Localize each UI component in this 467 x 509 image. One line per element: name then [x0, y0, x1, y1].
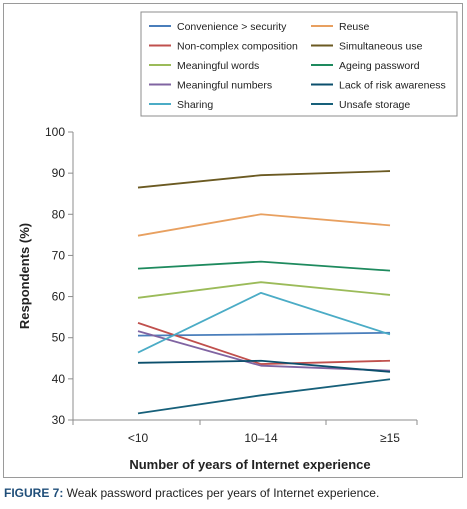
legend-label: Sharing	[177, 99, 213, 111]
legend-entry-simultaneous-use: Simultaneous use	[311, 41, 423, 53]
legend-box	[140, 11, 458, 117]
chart-frame: Convenience > security Reuse Non-complex c…	[3, 3, 463, 478]
legend-entry-meaningful-numbers: Meaningful numbers	[149, 80, 272, 92]
x-tick-label: <10	[128, 431, 149, 445]
y-tick-label: 40	[52, 372, 66, 386]
legend-entry-ageing-password: Ageing password	[311, 60, 420, 72]
x-tick-label: 10–14	[244, 431, 278, 445]
series-line-meaningful-words	[137, 281, 391, 299]
y-tick-label: 100	[45, 125, 65, 139]
plot-area	[137, 170, 391, 415]
series-line-convenience-security	[137, 331, 391, 337]
y-tick-label: 60	[52, 290, 66, 304]
legend-label: Simultaneous use	[339, 41, 423, 53]
legend-entry-lack-of-risk-awareness: Lack of risk awareness	[311, 80, 446, 92]
legend-entry-sharing: Sharing	[149, 99, 213, 111]
legend: Convenience > security Reuse Non-complex c…	[140, 11, 458, 117]
legend-label: Reuse	[339, 21, 370, 33]
legend-label: Lack of risk awareness	[339, 80, 446, 92]
legend-label: Ageing password	[339, 60, 420, 72]
legend-label: Convenience > security	[177, 21, 287, 33]
series-line-sharing	[137, 291, 391, 354]
figure-caption: FIGURE 7: Weak password practices per ye…	[4, 486, 379, 500]
legend-entry-convenience-security: Convenience > security	[149, 21, 287, 33]
y-tick-label: 30	[52, 413, 66, 427]
legend-entry-unsafe-storage: Unsafe storage	[311, 99, 410, 111]
series-line-lack-of-risk-awareness	[137, 359, 391, 373]
y-tick-label: 80	[52, 207, 66, 221]
legend-label: Unsafe storage	[339, 99, 410, 111]
y-tick-label: 70	[52, 248, 66, 262]
series-line-non-complex-composition	[137, 322, 391, 365]
y-tick-label: 50	[52, 331, 66, 345]
legend-entry-meaningful-words: Meaningful words	[149, 60, 259, 72]
legend-label: Non-complex composition	[177, 41, 298, 53]
caption-label: FIGURE 7:	[4, 486, 64, 500]
y-tick-label: 90	[52, 166, 66, 180]
axes: 30 40 50 60 70 80 90 100 <10 10–14 ≥15 Number of ye…	[17, 125, 418, 472]
caption-text: Weak password practices per years of Int…	[63, 486, 380, 500]
series-line-reuse	[137, 213, 391, 237]
x-axis-title: Number of years of Internet experience	[129, 457, 370, 472]
legend-label: Meaningful numbers	[177, 80, 272, 92]
legend-entry-non-complex-composition: Non-complex composition	[149, 41, 298, 53]
x-tick-label: ≥15	[380, 431, 400, 445]
series-line-ageing-password	[137, 260, 391, 272]
series-line-simultaneous-use	[137, 170, 391, 189]
line-chart: Convenience > security Reuse Non-complex c…	[17, 11, 458, 472]
legend-label: Meaningful words	[177, 60, 259, 72]
y-axis-title: Respondents (%)	[17, 223, 32, 329]
legend-entry-reuse: Reuse	[311, 21, 370, 33]
series-line-unsafe-storage	[137, 378, 391, 415]
